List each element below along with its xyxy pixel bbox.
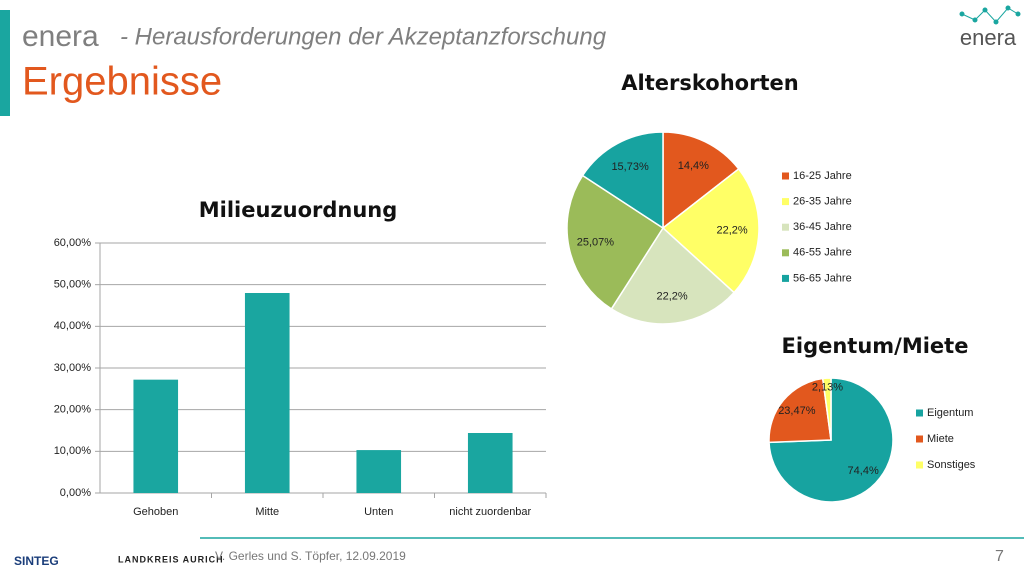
data-label: 22,2% [716,225,747,237]
legend-swatch [916,461,923,469]
accent-bar [0,10,10,116]
x-tick-label: Gehoben [133,506,178,518]
pie-slice [566,174,665,310]
data-label: 74,4% [848,465,879,477]
bar [133,379,179,493]
data-label: 2,13% [812,381,843,393]
y-tick-label: 30,00% [54,362,92,374]
legend-label: Sonstiges [927,459,976,471]
bar [244,293,290,493]
y-tick-label: 10,00% [54,445,92,457]
brand: enera [22,20,99,53]
x-tick-label: Unten [364,506,393,518]
subtitle: - Herausforderungen der Akzeptanzforschu… [120,23,607,50]
data-label: 14,4% [678,160,709,172]
footer-logo: LANDKREIS AURICH [118,554,224,564]
chart-title: Eigentum/Miete [782,334,969,358]
pie-slice [768,377,832,444]
data-label: 15,73% [611,161,649,173]
legend-swatch [782,198,789,206]
legend-label: Miete [927,433,954,445]
pie-slice [610,226,736,325]
pie-slice [821,377,832,441]
legend-swatch [916,435,923,443]
y-tick-label: 0,00% [60,487,91,499]
y-tick-label: 40,00% [54,320,92,332]
footer-logo: SINTEG [14,554,59,568]
x-tick-label: nicht zuordenbar [449,506,531,518]
y-tick-label: 50,00% [54,279,92,291]
legend-label: 56-65 Jahre [793,272,852,284]
page-number: 7 [995,548,1004,565]
chart-title: Milieuzuordnung [199,198,398,222]
y-tick-label: 20,00% [54,404,92,416]
logo-network [959,5,1021,25]
legend-swatch [916,409,923,417]
pie-slice [581,131,664,230]
x-tick-label: Mitte [255,506,279,518]
data-label: 22,2% [657,290,688,302]
legend-swatch [782,249,789,257]
logo: enera [960,25,1017,50]
pie-slice [662,131,740,230]
legend-label: Eigentum [927,407,973,419]
bar [356,450,402,493]
legend-label: 26-35 Jahre [793,196,852,208]
legend-swatch [782,172,789,180]
legend-label: 46-55 Jahre [793,247,852,259]
legend-label: 36-45 Jahre [793,221,852,233]
legend-swatch [782,274,789,282]
chart-title: Alterskohorten [621,71,798,95]
legend-label: 16-25 Jahre [793,170,852,182]
data-label: 25,07% [577,236,615,248]
footer-author: V. Gerles und S. Töpfer, 12.09.2019 [215,549,406,563]
slide-title: Ergebnisse [22,60,222,104]
bar [467,433,513,493]
y-tick-label: 60,00% [54,237,92,249]
legend-swatch [782,223,789,231]
pie-slice [661,167,760,294]
data-label: 23,47% [778,405,816,417]
